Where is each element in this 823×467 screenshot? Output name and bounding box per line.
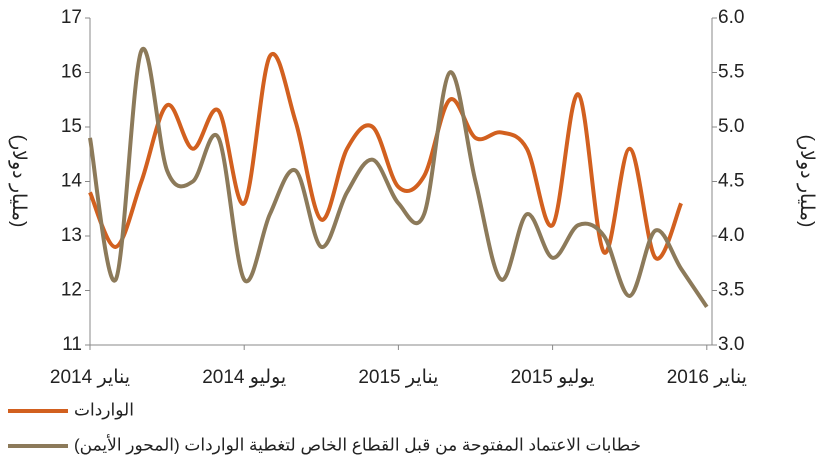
y-tick-label: 16 — [61, 62, 82, 83]
x-tick-label: يناير 2016 — [667, 367, 747, 388]
legend-label: الواردات — [74, 400, 134, 419]
line-series — [88, 46, 709, 308]
y2-tick-label: 6.0 — [718, 7, 744, 28]
y2-tick-label: 3.0 — [718, 334, 744, 355]
line-series — [88, 51, 683, 261]
y-tick-label: 15 — [61, 116, 82, 137]
legend-label: خطابات الاعتماد المفتوحة من قبل القطاع ا… — [74, 434, 641, 455]
x-tick-label: يناير 2015 — [358, 367, 438, 388]
x-tick-label: يناير 2014 — [50, 367, 130, 388]
y-tick-label: 14 — [61, 171, 83, 192]
y-tick-label: 17 — [61, 7, 82, 28]
y-tick-label: 12 — [61, 280, 82, 301]
y2-tick-label: 5.5 — [718, 62, 744, 83]
y2-tick-label: 4.5 — [718, 171, 744, 192]
x-tick-label: يوليو 2014 — [202, 367, 286, 388]
y-tick-label: 11 — [62, 334, 82, 355]
y-tick-label: 13 — [61, 225, 82, 246]
y2-tick-label: 4.0 — [718, 225, 744, 246]
y2-axis-label: (مليار دولار) — [796, 135, 817, 228]
y-axis-label: (مليار دولار) — [8, 135, 29, 228]
x-tick-label: يوليو 2015 — [511, 367, 595, 388]
y2-tick-label: 3.5 — [718, 280, 744, 301]
y2-tick-label: 5.0 — [718, 116, 744, 137]
